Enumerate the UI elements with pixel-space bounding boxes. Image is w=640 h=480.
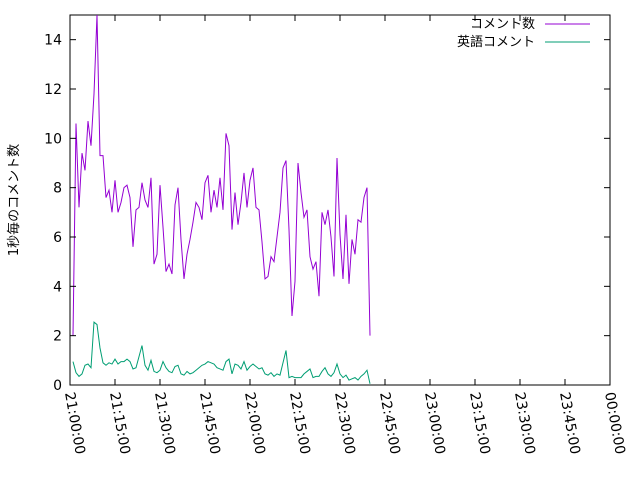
y-tick-label: 4 xyxy=(53,279,62,295)
y-tick-label: 12 xyxy=(44,82,62,98)
y-tick-label: 2 xyxy=(53,329,62,345)
legend-label-0: コメント数 xyxy=(470,17,535,32)
x-tick-label: 23:15:00 xyxy=(466,391,493,456)
x-tick-label: 22:00:00 xyxy=(241,391,268,456)
x-tick-label: 23:45:00 xyxy=(556,391,583,456)
y-tick-label: 10 xyxy=(44,131,62,147)
x-tick-label: 22:45:00 xyxy=(376,391,403,456)
x-tick-label: 21:45:00 xyxy=(196,391,223,456)
series-line-0 xyxy=(72,14,371,336)
x-tick-label: 22:15:00 xyxy=(286,391,313,456)
plot-frame xyxy=(69,14,611,386)
series-line-1 xyxy=(72,321,371,384)
y-tick-label: 6 xyxy=(53,230,62,246)
x-tick-label: 21:15:00 xyxy=(106,391,133,456)
y-tick-label: 8 xyxy=(53,181,62,197)
x-tick-label: 00:00:00 xyxy=(601,391,628,456)
x-tick-label: 23:30:00 xyxy=(511,391,538,456)
y-tick-label: 14 xyxy=(44,33,62,49)
x-tick-label: 23:00:00 xyxy=(421,391,448,456)
y-axis-title: 1秒毎のコメント数 xyxy=(6,144,22,256)
x-tick-label: 21:00:00 xyxy=(61,391,88,456)
y-tick-label: 0 xyxy=(53,378,62,394)
x-tick-label: 22:30:00 xyxy=(331,391,358,456)
legend-label-1: 英語コメント xyxy=(457,34,535,50)
x-tick-label: 21:30:00 xyxy=(151,391,178,456)
